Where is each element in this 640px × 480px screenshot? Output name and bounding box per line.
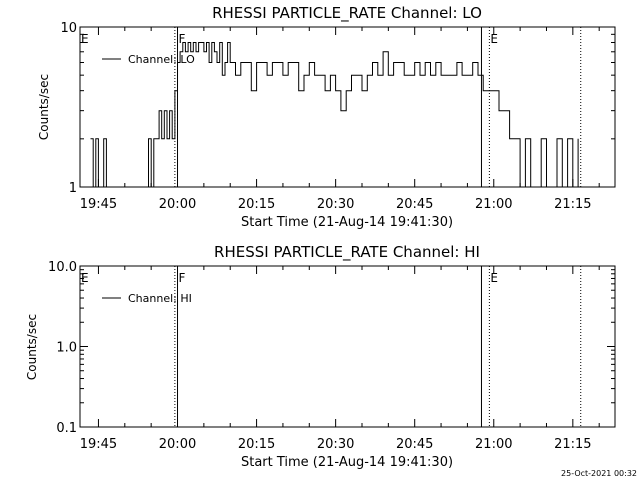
chart-hi-channel: RHESSI PARTICLE_RATE Channel: HI E F E 19:… [25, 243, 616, 470]
marker-label: F [179, 32, 186, 46]
y-tick-label: 1 [69, 181, 77, 196]
x-tick-label: 20:15 [238, 197, 275, 212]
marker-label: E [490, 32, 498, 46]
chart-title: RHESSI PARTICLE_RATE Channel: HI [214, 243, 480, 262]
x-tick-label: 20:15 [238, 437, 275, 452]
plot-frame [79, 26, 616, 188]
y-axis-ticks: 1 10 [60, 21, 615, 196]
x-tick-label: 21:15 [554, 197, 591, 212]
x-tick-label: 20:45 [396, 197, 433, 212]
x-tick-label: 20:00 [159, 197, 196, 212]
chart-title: RHESSI PARTICLE_RATE Channel: LO [212, 4, 482, 23]
x-axis-label: Start Time (21-Aug-14 19:41:30) [241, 455, 453, 470]
marker-label: E [490, 271, 498, 285]
y-axis-label: Counts/sec [37, 74, 51, 140]
x-axis-label: Start Time (21-Aug-14 19:41:30) [241, 215, 453, 230]
y-tick-label: 10.0 [48, 260, 77, 275]
y-tick-label: 10 [60, 21, 77, 36]
series-line [90, 42, 579, 188]
legend-label: Channel: LO [128, 53, 195, 66]
marker-label: F [179, 271, 186, 285]
series-group [90, 42, 579, 188]
x-tick-label: 19:45 [80, 437, 117, 452]
x-axis-ticks: 19:45 20:00 20:15 20:30 20:45 21:00 21:15 [80, 27, 600, 212]
y-tick-label: 0.1 [56, 421, 77, 436]
y-axis-ticks: 0.1 1.0 10.0 [48, 260, 615, 436]
x-tick-label: 20:45 [396, 437, 433, 452]
x-tick-label: 20:00 [159, 437, 196, 452]
x-tick-label: 21:00 [475, 197, 512, 212]
footer-timestamp: 25-Oct-2021 00:32 [561, 469, 637, 478]
x-tick-label: 21:00 [475, 437, 512, 452]
marker-label: E [81, 271, 89, 285]
marker-label: E [81, 32, 89, 46]
x-tick-label: 19:45 [80, 197, 117, 212]
x-tick-label: 20:30 [317, 437, 354, 452]
legend-label: Channel: HI [128, 292, 192, 305]
chart-lo-channel: RHESSI PARTICLE_RATE Channel: LO E F E 19:… [37, 4, 616, 230]
x-axis-ticks: 19:45 20:00 20:15 20:30 20:45 21:00 21:15 [80, 266, 600, 452]
y-tick-label: 1.0 [56, 341, 77, 356]
x-tick-label: 20:30 [317, 197, 354, 212]
y-axis-label: Counts/sec [25, 314, 39, 380]
x-tick-label: 21:15 [554, 437, 591, 452]
